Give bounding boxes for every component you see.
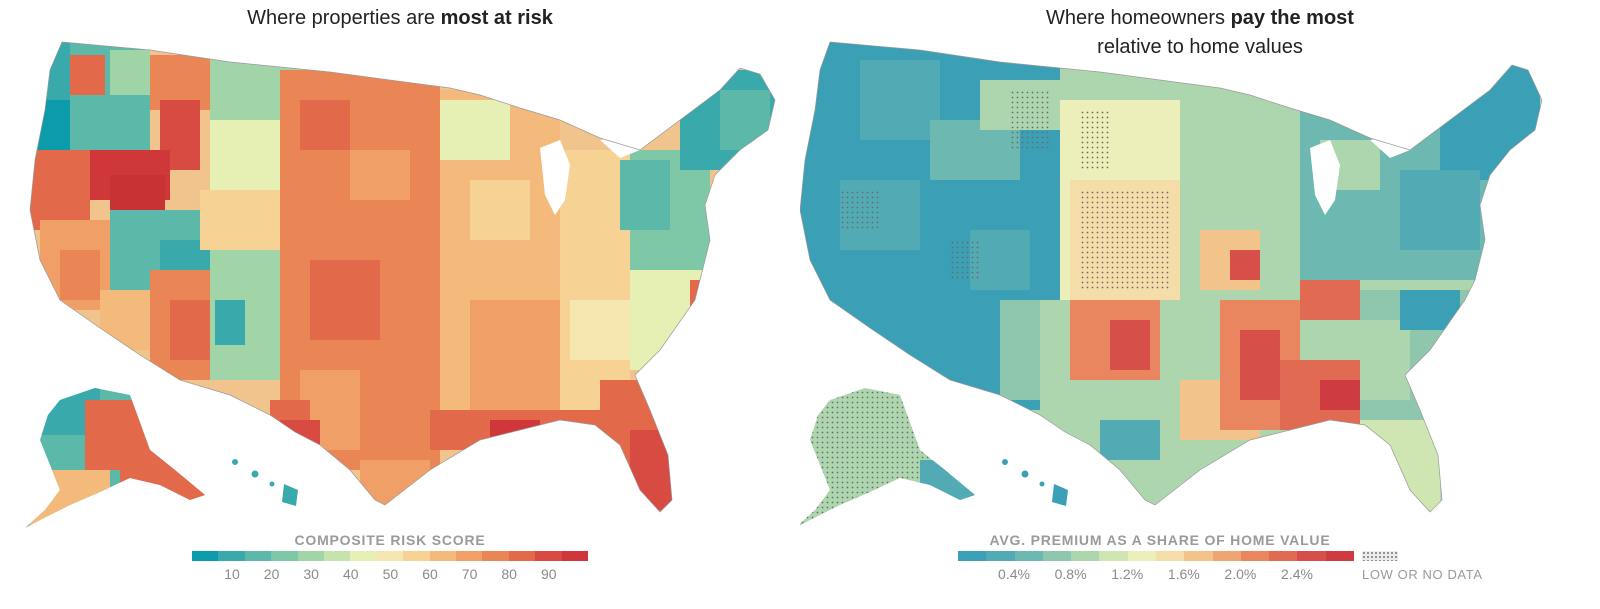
- risk-legend-swatch: [376, 551, 404, 561]
- risk-legend-tick-label: 20: [263, 566, 280, 582]
- premium-choropleth-map: [800, 41, 1543, 528]
- risk-legend-title: COMPOSITE RISK SCORE: [294, 532, 486, 548]
- premium-legend-swatch: [1014, 551, 1043, 561]
- risk-legend-swatch: [429, 551, 457, 561]
- risk-legend-tick-label: 30: [303, 566, 319, 582]
- premium-legend-color-bar: [958, 551, 1354, 561]
- premium-map-title-bold: pay the most: [1230, 7, 1354, 29]
- premium-legend-swatch: [1184, 551, 1213, 561]
- risk-legend-swatch: [244, 551, 272, 561]
- premium-legend-tick-label: 1.2%: [1111, 566, 1144, 582]
- risk-legend-swatch: [350, 551, 377, 561]
- risk-legend-swatch: [192, 551, 219, 561]
- risk-legend-swatch: [535, 551, 562, 561]
- risk-map-panel: Where properties are most at risk: [0, 4, 800, 582]
- premium-map-title-prefix: Where homeowners: [1046, 7, 1231, 29]
- premium-legend-swatch: [1127, 551, 1156, 561]
- premium-legend-swatch: [1099, 551, 1128, 561]
- premium-map-title-line2: relative to home values: [1097, 36, 1303, 58]
- premium-legend-tick-label: 1.6%: [1167, 566, 1200, 582]
- premium-legend-tick-label: 2.4%: [1281, 566, 1313, 582]
- premium-legend-swatch: [1042, 551, 1072, 561]
- risk-legend-swatch: [508, 551, 536, 561]
- premium-legend-title: AVG. PREMIUM AS A SHARE OF HOME VALUE: [989, 532, 1331, 548]
- risk-legend-swatch: [218, 551, 245, 561]
- premium-map-panel: Where homeowners pay the most relative t…: [800, 0, 1600, 609]
- risk-legend-tick-label: 50: [382, 566, 399, 582]
- risk-choropleth-map: [25, 41, 776, 528]
- risk-map-title: Where properties are most at risk: [0, 4, 800, 33]
- risk-legend-tick-label: 40: [343, 566, 359, 582]
- premium-legend-swatch: [1240, 551, 1270, 561]
- risk-legend-swatch: [271, 551, 298, 561]
- risk-legend-swatch: [403, 551, 430, 561]
- premium-legend-swatch: [1155, 551, 1185, 561]
- premium-legend-swatch: [1297, 551, 1326, 561]
- risk-legend-swatch: [456, 551, 483, 561]
- risk-legend-tick-label: 90: [541, 566, 557, 582]
- premium-map-title: Where homeowners pay the most: [800, 4, 1600, 33]
- no-data-label: LOW OR NO DATA: [1362, 567, 1483, 582]
- risk-legend-color-bar: [192, 551, 589, 561]
- no-data-swatch: [1362, 551, 1398, 561]
- risk-legend-swatch: [324, 551, 351, 561]
- premium-legend-swatch: [958, 551, 987, 561]
- risk-legend-tick-label: 60: [422, 566, 438, 582]
- risk-legend-tick-label: 70: [461, 566, 478, 582]
- hawaii-shape: [1002, 459, 1068, 506]
- risk-legend-swatch: [297, 551, 325, 561]
- premium-legend-tick-label: 0.4%: [998, 566, 1030, 582]
- premium-legend-swatch: [1325, 551, 1354, 561]
- premium-legend-tick-label: 0.8%: [1054, 566, 1087, 582]
- risk-legend-tick-label: 10: [224, 566, 240, 582]
- risk-legend-tick-label: 80: [501, 566, 517, 582]
- premium-legend-swatch: [1212, 551, 1241, 561]
- risk-map-title-bold: most at risk: [440, 7, 553, 29]
- premium-legend-swatch: [1269, 551, 1298, 561]
- premium-legend-swatch: [1071, 551, 1100, 561]
- risk-legend-swatch: [482, 551, 509, 561]
- premium-legend-swatch: [986, 551, 1015, 561]
- hawaii-shape: [232, 459, 298, 506]
- risk-legend-swatch: [561, 551, 589, 561]
- premium-legend-tick-label: 2.0%: [1224, 566, 1257, 582]
- risk-map-title-prefix: Where properties are: [247, 7, 441, 29]
